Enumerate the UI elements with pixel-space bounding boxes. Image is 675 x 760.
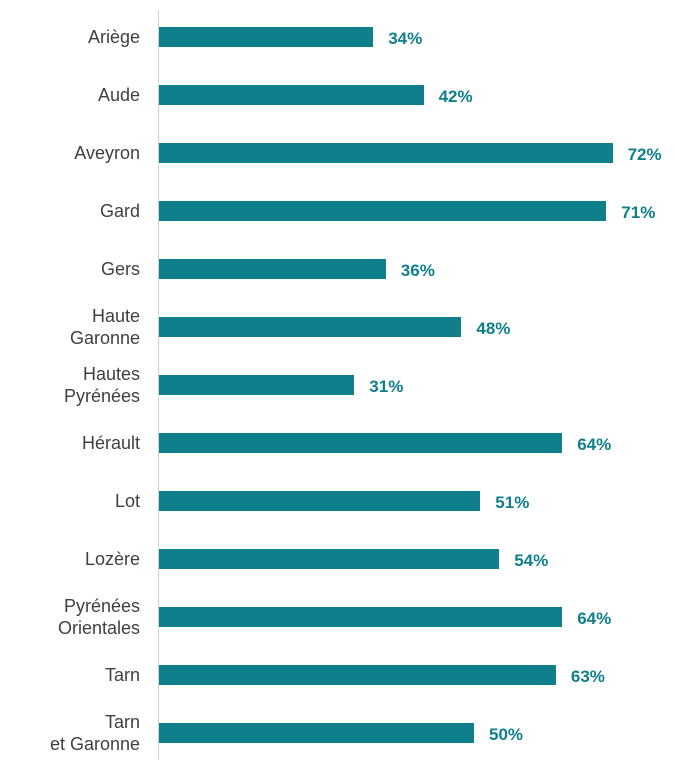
- value-label: 71%: [621, 203, 656, 222]
- category-label: Lot: [114, 491, 140, 511]
- value-label: 50%: [489, 725, 524, 744]
- value-label: 36%: [400, 261, 435, 280]
- category-label: Tarn: [104, 665, 140, 685]
- bar: [159, 317, 462, 337]
- bar: [159, 259, 386, 279]
- value-label: 51%: [495, 493, 530, 512]
- bar: [159, 375, 355, 395]
- category-label: Aveyron: [74, 143, 140, 163]
- bar: [159, 491, 481, 511]
- bar: [159, 85, 424, 105]
- value-label: 64%: [577, 435, 612, 454]
- category-label: Ariège: [87, 27, 140, 47]
- value-label: 54%: [514, 551, 549, 570]
- value-label: 63%: [570, 667, 605, 686]
- bar: [159, 665, 556, 685]
- value-label: 72%: [627, 145, 662, 164]
- category-label: Tarn et Garonne: [49, 712, 140, 754]
- category-label: Gard: [99, 201, 140, 221]
- value-label: 31%: [369, 377, 404, 396]
- category-label: Lozère: [84, 549, 140, 569]
- value-label: 34%: [388, 29, 423, 48]
- bar: [159, 27, 374, 47]
- value-label: 42%: [438, 87, 473, 106]
- bar: [159, 201, 607, 221]
- bar: [159, 549, 500, 569]
- value-label: 64%: [577, 609, 612, 628]
- bar: [159, 723, 474, 743]
- category-label: Hérault: [81, 433, 140, 453]
- bar: [159, 143, 613, 163]
- category-label: Haute Garonne: [69, 306, 140, 348]
- category-label: Hautes Pyrénées: [63, 364, 140, 406]
- category-label: Pyrénées Orientales: [57, 596, 140, 638]
- value-label: 48%: [476, 319, 511, 338]
- category-label: Gers: [100, 259, 140, 279]
- category-label: Aude: [97, 85, 140, 105]
- bar: [159, 433, 563, 453]
- bar: [159, 607, 563, 627]
- axis-line: [158, 10, 159, 760]
